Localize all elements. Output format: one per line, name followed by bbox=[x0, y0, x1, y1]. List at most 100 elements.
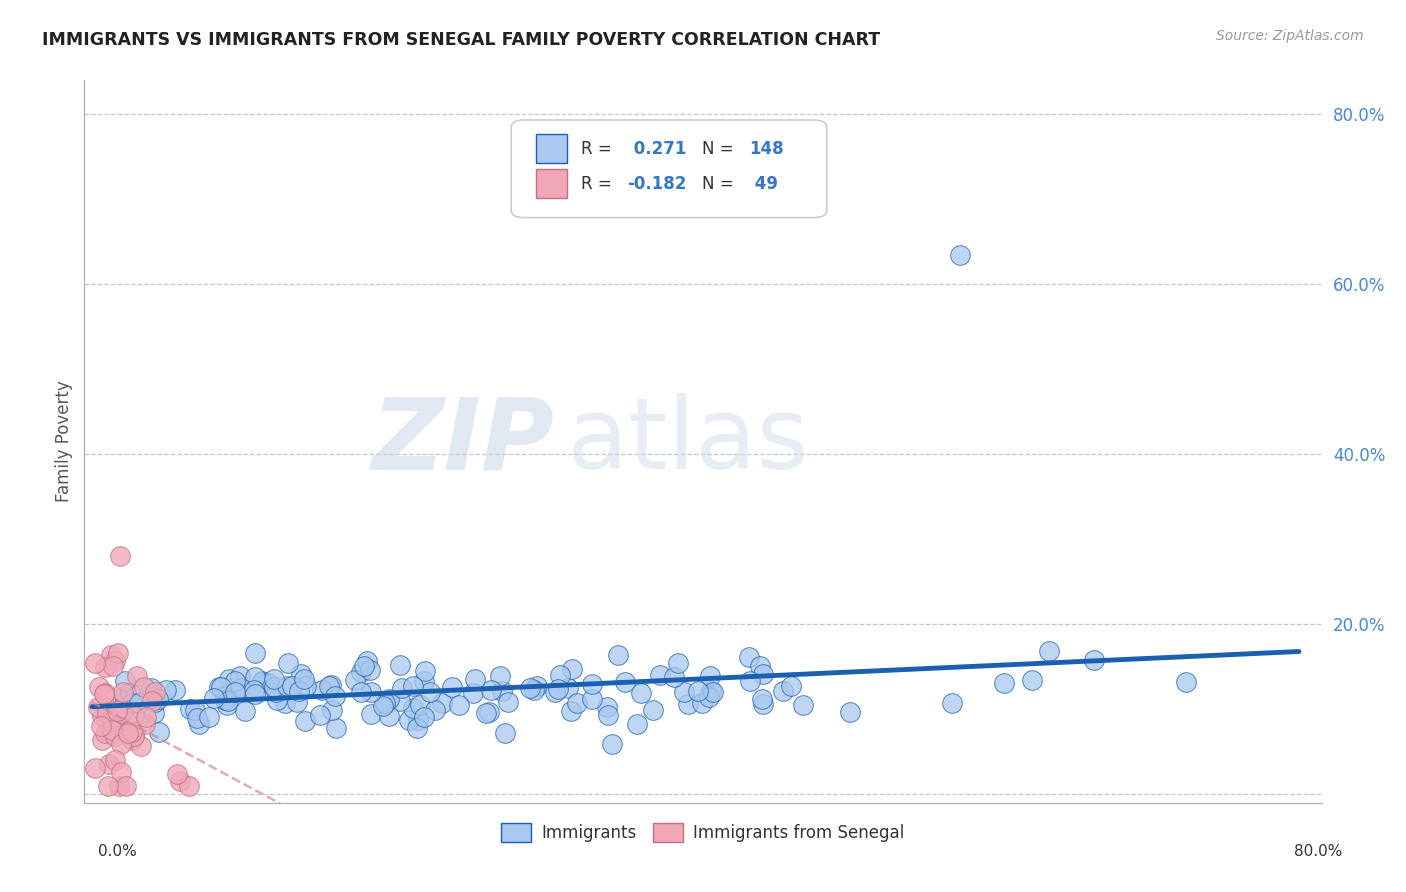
Text: N =: N = bbox=[702, 175, 738, 193]
Point bbox=[662, 670, 685, 684]
Point bbox=[343, 673, 366, 687]
Point bbox=[287, 695, 309, 709]
Text: R =: R = bbox=[581, 175, 616, 193]
Point bbox=[672, 685, 695, 699]
Point bbox=[243, 670, 266, 684]
Point bbox=[188, 717, 211, 731]
Point bbox=[738, 673, 761, 688]
Point bbox=[494, 726, 516, 740]
Point bbox=[84, 656, 107, 670]
FancyBboxPatch shape bbox=[536, 135, 567, 163]
Point bbox=[412, 710, 434, 724]
Point bbox=[252, 674, 274, 689]
Point bbox=[488, 669, 510, 683]
Text: atlas: atlas bbox=[567, 393, 808, 490]
Point bbox=[449, 698, 471, 712]
Point bbox=[134, 717, 156, 731]
Text: 148: 148 bbox=[749, 140, 783, 158]
Point bbox=[413, 664, 436, 678]
Text: N =: N = bbox=[702, 140, 738, 158]
Point bbox=[90, 719, 112, 733]
Point bbox=[104, 753, 127, 767]
Point bbox=[115, 779, 138, 793]
Point bbox=[114, 697, 136, 711]
Point bbox=[163, 682, 186, 697]
Point bbox=[112, 685, 135, 699]
Point bbox=[350, 665, 373, 680]
Point bbox=[100, 648, 122, 662]
Point bbox=[360, 685, 382, 699]
Point bbox=[737, 650, 759, 665]
Point bbox=[104, 729, 127, 743]
Point bbox=[256, 676, 278, 690]
Point bbox=[643, 703, 665, 717]
Point bbox=[107, 647, 129, 661]
Point bbox=[751, 691, 773, 706]
Point bbox=[84, 761, 107, 775]
Point bbox=[547, 682, 569, 697]
Point bbox=[686, 683, 709, 698]
Point bbox=[184, 703, 207, 717]
Point bbox=[581, 676, 603, 690]
Point bbox=[229, 681, 252, 695]
Point bbox=[177, 779, 200, 793]
Point bbox=[941, 696, 963, 710]
Point bbox=[276, 680, 298, 694]
Point bbox=[121, 696, 143, 710]
Point bbox=[208, 680, 231, 694]
Text: 0.271: 0.271 bbox=[627, 140, 686, 158]
Point bbox=[405, 721, 427, 735]
Point bbox=[198, 710, 221, 724]
Point bbox=[107, 779, 129, 793]
Point bbox=[169, 773, 191, 788]
Point bbox=[321, 703, 343, 717]
Point bbox=[581, 691, 603, 706]
Point bbox=[398, 713, 420, 727]
Point bbox=[263, 681, 285, 695]
Point bbox=[359, 663, 381, 677]
Legend: Immigrants, Immigrants from Senegal: Immigrants, Immigrants from Senegal bbox=[495, 816, 911, 848]
Point bbox=[479, 682, 502, 697]
Point bbox=[274, 696, 297, 710]
Point bbox=[464, 672, 486, 686]
Point bbox=[93, 726, 115, 740]
Point bbox=[378, 708, 401, 723]
Point bbox=[311, 683, 333, 698]
Point bbox=[557, 681, 579, 695]
Point bbox=[108, 549, 131, 564]
Point bbox=[288, 684, 311, 698]
Point bbox=[132, 680, 155, 694]
Point bbox=[111, 706, 134, 720]
Point bbox=[432, 696, 454, 710]
Point bbox=[752, 666, 775, 681]
Point bbox=[146, 692, 169, 706]
Point bbox=[229, 668, 252, 682]
Point bbox=[666, 656, 689, 670]
Point bbox=[143, 685, 166, 699]
Point bbox=[752, 697, 775, 711]
Point bbox=[602, 737, 624, 751]
Point bbox=[250, 673, 273, 688]
Point bbox=[93, 686, 115, 700]
Point bbox=[224, 674, 246, 689]
Point bbox=[374, 697, 396, 711]
Point bbox=[780, 680, 803, 694]
Point bbox=[115, 714, 138, 729]
Text: 80.0%: 80.0% bbox=[1295, 845, 1343, 859]
Point bbox=[281, 679, 304, 693]
Point bbox=[179, 702, 201, 716]
Point bbox=[101, 659, 124, 673]
Point bbox=[548, 668, 571, 682]
Point bbox=[94, 660, 117, 674]
Point bbox=[121, 724, 143, 739]
Point bbox=[217, 694, 239, 708]
Point bbox=[948, 247, 970, 261]
Point bbox=[309, 708, 332, 723]
Point bbox=[218, 673, 240, 687]
Point bbox=[224, 685, 246, 699]
Point bbox=[389, 657, 412, 672]
Point bbox=[461, 686, 484, 700]
Point bbox=[264, 685, 287, 699]
Point bbox=[475, 706, 498, 720]
Point bbox=[266, 693, 288, 707]
